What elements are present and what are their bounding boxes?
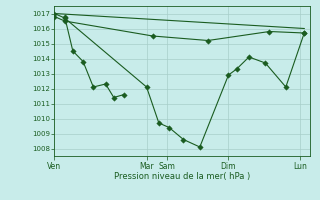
- X-axis label: Pression niveau de la mer( hPa ): Pression niveau de la mer( hPa ): [114, 172, 251, 181]
